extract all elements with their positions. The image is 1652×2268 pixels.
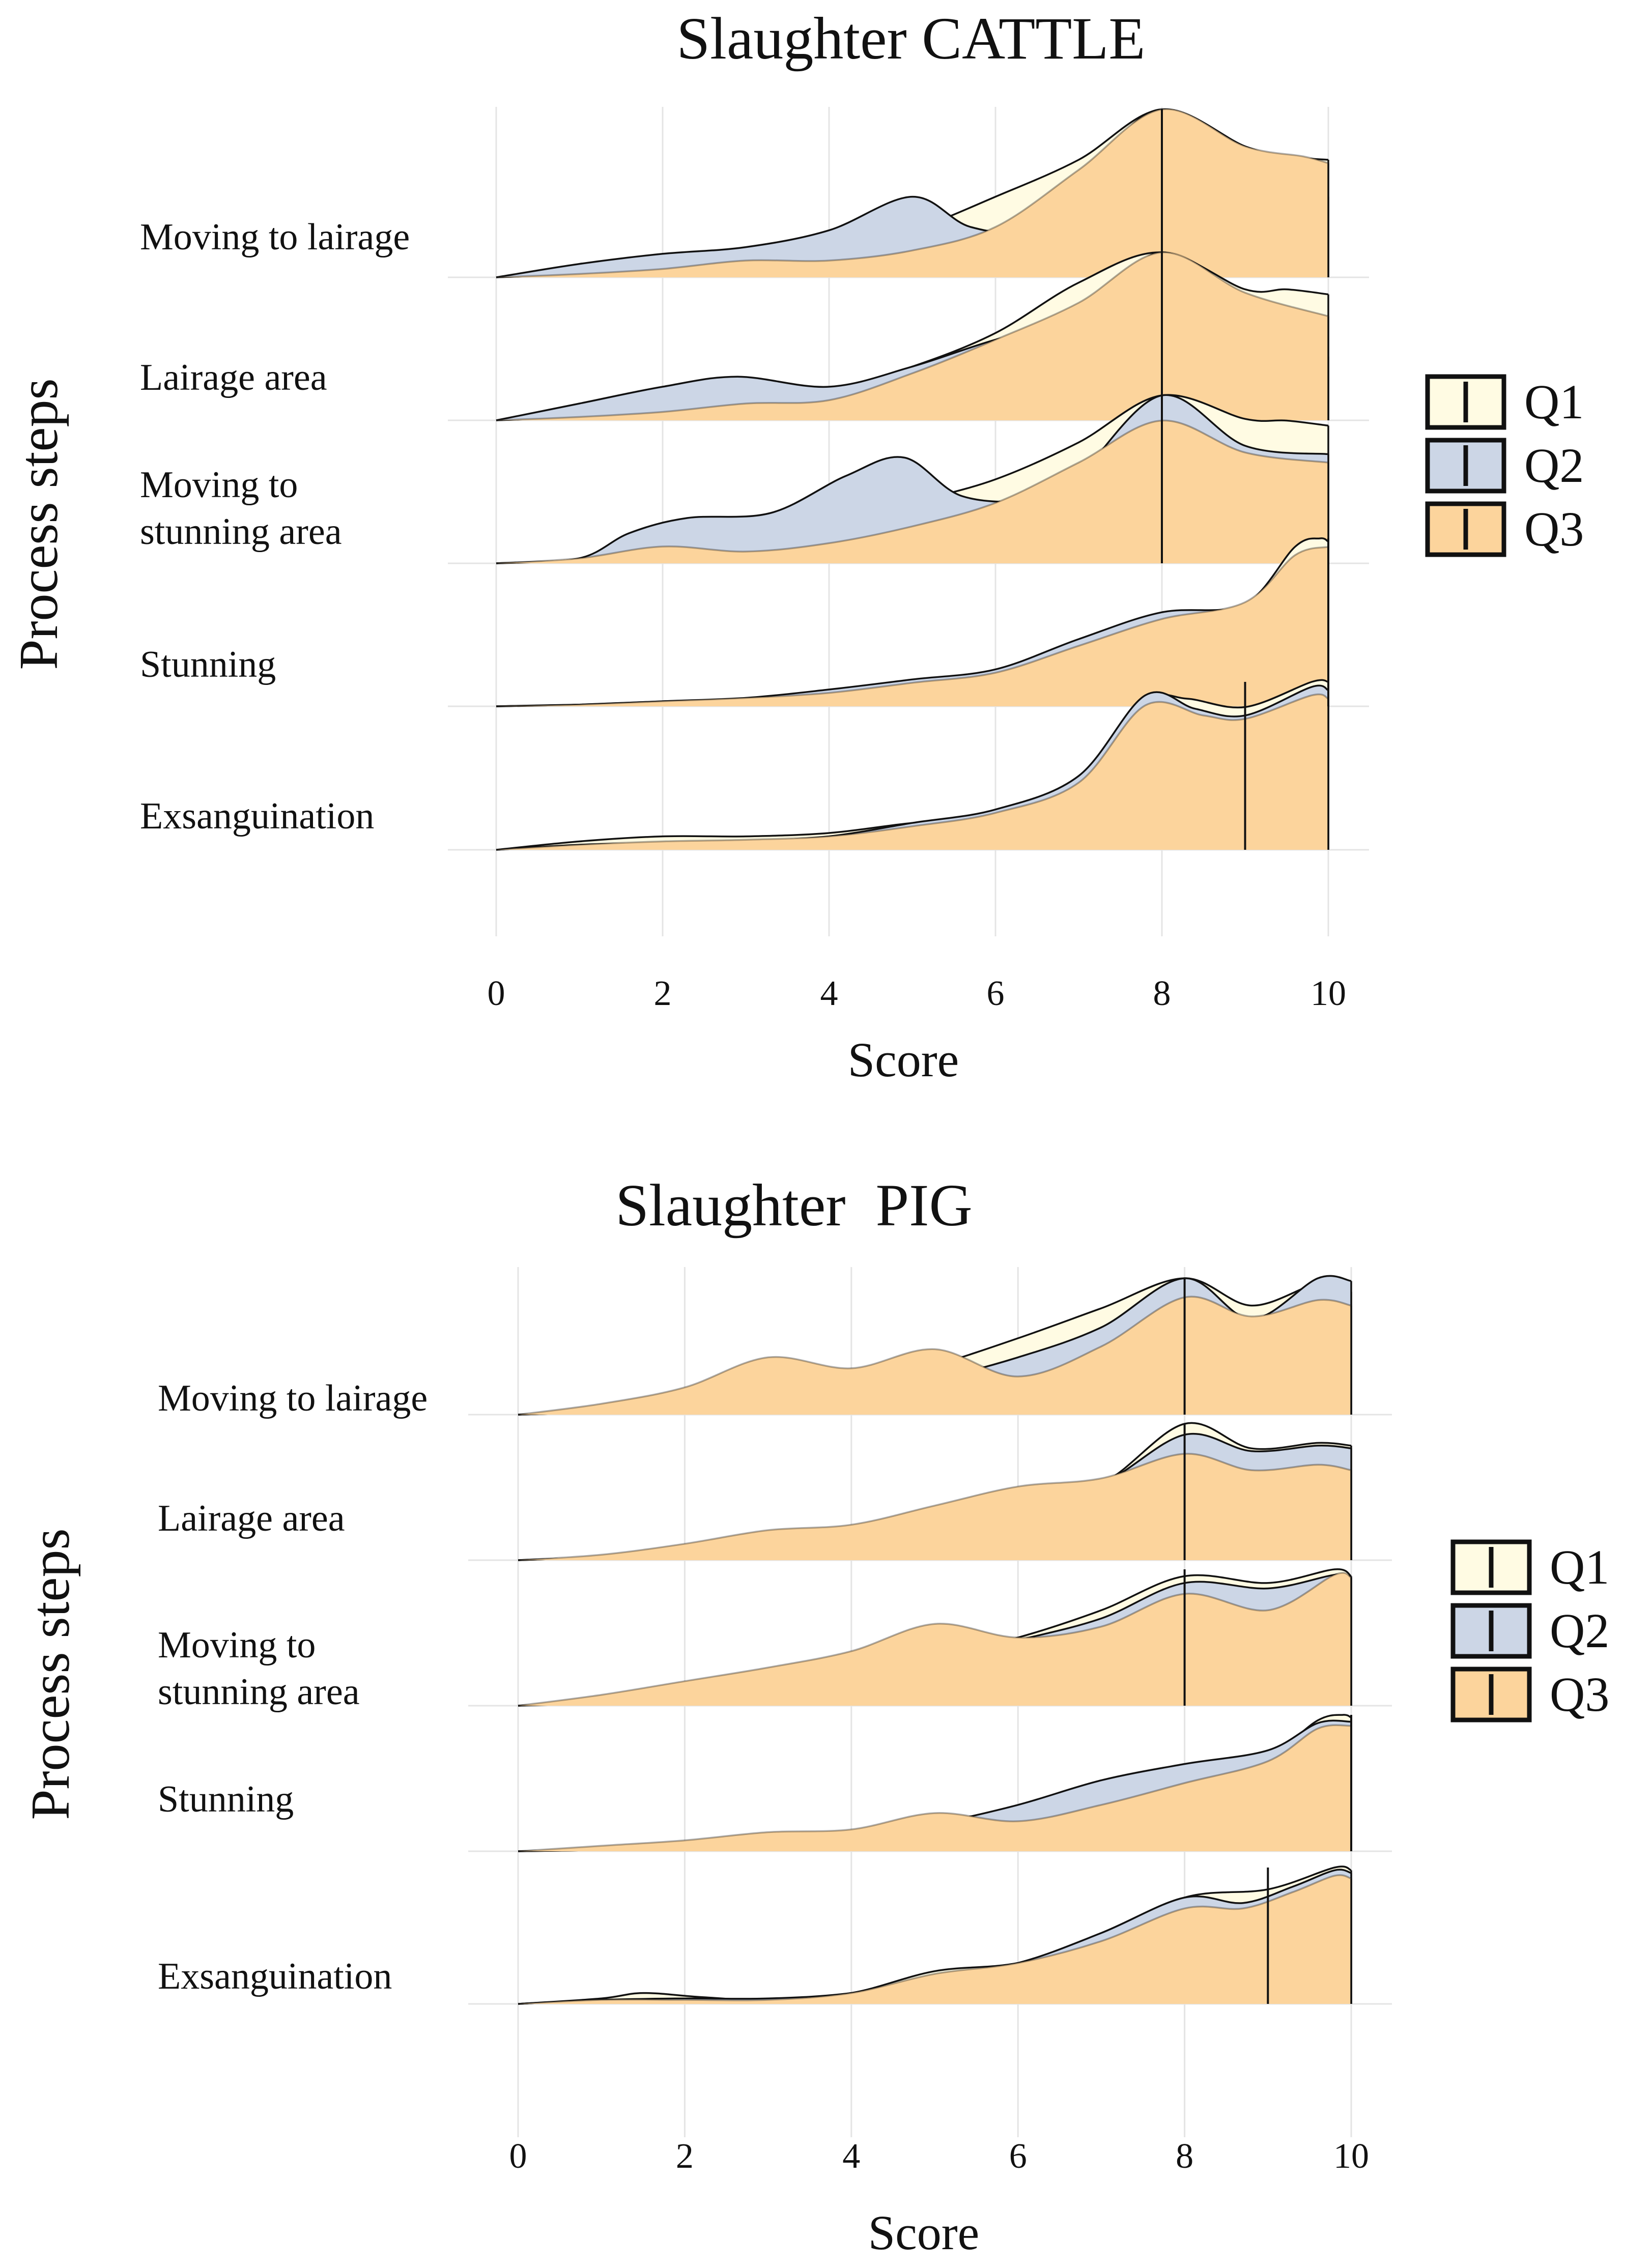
cattle-ridges: [496, 108, 1329, 851]
cattle-ridge-area-q3: [496, 420, 1328, 563]
pig-ridge-area-q3: [518, 1725, 1351, 1851]
pig-ridge-outline-q3: [518, 1874, 1352, 2005]
pig-x-tick-label: 10: [1333, 2137, 1369, 2176]
pig-ridge-area-q3: [518, 1875, 1351, 2004]
cattle-legend-item-q2: Q2: [1425, 438, 1584, 494]
pig-ridge-area-q3: [518, 1572, 1351, 1706]
cattle-x-tick-label: 10: [1311, 974, 1346, 1013]
cattle-category-label: Moving to stunning area: [140, 464, 342, 553]
pig-panel: Slaughter PIG Moving to lairage Lairage a…: [20, 1172, 1609, 2260]
cattle-category-labels: Moving to lairage Lairage area Moving to st…: [140, 216, 410, 837]
cattle-y-axis-label: Process steps: [9, 379, 69, 670]
pig-x-tick-label: 2: [676, 2137, 694, 2176]
cattle-category-label: Moving to lairage: [140, 216, 410, 258]
cattle-ridge-area-q3: [496, 252, 1328, 420]
pig-ridge-outline-q3: [518, 1572, 1352, 1707]
cattle-ridge-outline-q3: [496, 546, 1329, 707]
pig-ridge-outline-q3: [518, 1296, 1352, 1416]
pig-ridges: [518, 1275, 1352, 2005]
cattle-x-axis-label: Score: [848, 1032, 959, 1087]
pig-x-tick-label: 4: [842, 2137, 860, 2176]
cattle-chart-title: Slaughter CATTLE: [677, 5, 1146, 72]
cattle-legend-label: Q3: [1524, 502, 1584, 556]
cattle-ridge-outline-q3: [496, 108, 1329, 278]
cattle-x-tick-labels: 0 2 4 6 8 10: [488, 974, 1347, 1013]
cattle-legend-label: Q1: [1524, 375, 1584, 429]
cattle-ridge-outline-q3: [496, 419, 1329, 564]
cattle-legend-label: Q2: [1524, 438, 1584, 493]
cattle-panel: Slaughter CATTLE Moving to lairage Lairag…: [9, 5, 1584, 1087]
pig-x-axis-label: Score: [868, 2205, 980, 2260]
cattle-legend: Q1 Q2 Q3: [1425, 374, 1584, 557]
pig-category-label: Moving to lairage: [158, 1377, 428, 1419]
pig-category-label: Stunning: [158, 1778, 294, 1820]
pig-legend-label: Q3: [1550, 1667, 1609, 1721]
pig-category-label: Lairage area: [158, 1498, 345, 1539]
cattle-x-tick-label: 4: [820, 974, 838, 1013]
cattle-category-label: Exsanguination: [140, 795, 374, 837]
cattle-x-tick-label: 2: [654, 974, 672, 1013]
pig-ridge-outline-q3: [518, 1724, 1352, 1852]
pig-ridge-area-q3: [518, 1453, 1351, 1560]
pig-y-axis-label: Process steps: [20, 1529, 81, 1820]
cattle-ridge-outline-q2: [496, 394, 1329, 564]
pig-legend-label: Q1: [1550, 1540, 1609, 1594]
pig-category-label: Moving to stunning area: [158, 1624, 360, 1713]
cattle-category-label: Stunning: [140, 644, 276, 685]
cattle-ridge-area-q3: [496, 547, 1328, 706]
pig-ridge-area-q3: [518, 1297, 1351, 1415]
cattle-legend-item-q3: Q3: [1425, 501, 1584, 557]
cattle-x-tick-label: 8: [1153, 974, 1171, 1013]
cattle-x-tick-label: 6: [987, 974, 1005, 1013]
cattle-legend-item-q1: Q1: [1425, 374, 1584, 430]
pig-ridge-outline-q1: [518, 1865, 1352, 2005]
pig-x-tick-labels: 0 2 4 6 8 10: [509, 2137, 1370, 2176]
cattle-median-lines: [1161, 109, 1329, 850]
pig-legend: Q1 Q2 Q3: [1450, 1539, 1609, 1722]
pig-chart-title: Slaughter PIG: [615, 1172, 972, 1239]
pig-category-labels: Moving to lairage Lairage area Moving to st…: [158, 1377, 428, 1997]
pig-legend-item-q1: Q1: [1450, 1539, 1609, 1595]
pig-legend-item-q2: Q2: [1450, 1603, 1609, 1659]
cattle-ridge-outline-q3: [496, 251, 1329, 421]
pig-ridge-outline-q3: [518, 1453, 1352, 1561]
pig-x-tick-label: 6: [1009, 2137, 1027, 2176]
cattle-category-label: Lairage area: [140, 357, 327, 398]
cattle-x-tick-label: 0: [488, 974, 505, 1013]
pig-legend-item-q3: Q3: [1450, 1667, 1609, 1722]
cattle-ridge-area-q3: [496, 109, 1328, 277]
pig-median-lines: [1183, 1278, 1352, 2004]
cattle-ridge-area-q3: [496, 694, 1328, 850]
pig-x-tick-label: 8: [1176, 2137, 1193, 2176]
cattle-ridge-outline-q3: [496, 693, 1329, 851]
pig-legend-label: Q2: [1550, 1603, 1609, 1658]
pig-x-tick-label: 0: [509, 2137, 527, 2176]
pig-category-label: Exsanguination: [158, 1956, 392, 1997]
